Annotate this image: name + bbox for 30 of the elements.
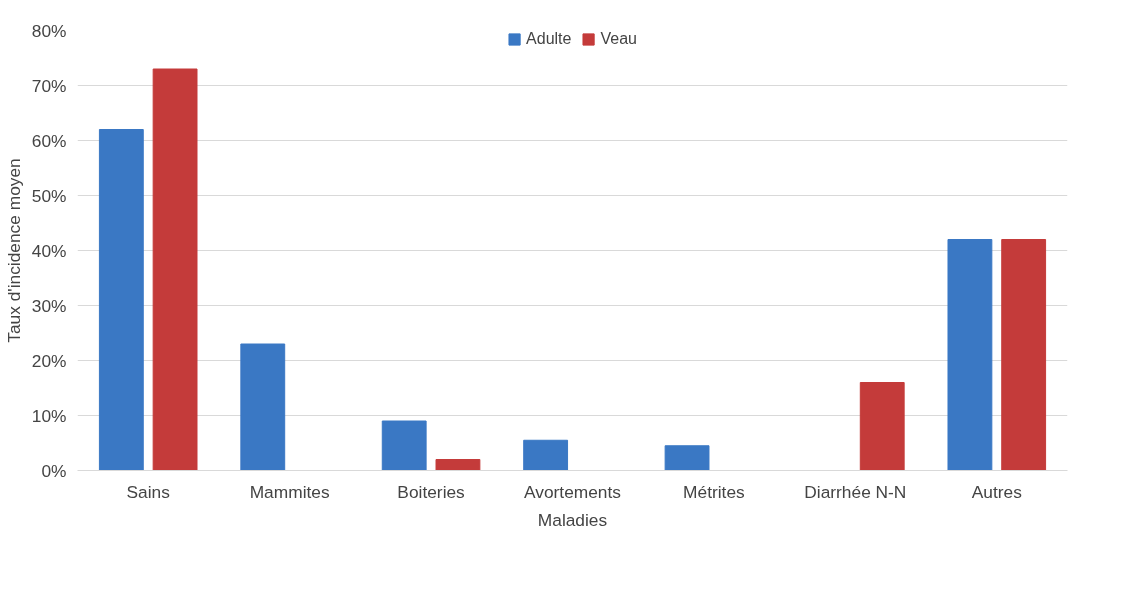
x-tick-label: Autres — [971, 481, 1023, 502]
y-tick-label: 30% — [31, 295, 67, 316]
bar — [381, 420, 427, 471]
bar — [152, 68, 198, 471]
x-tick-label: Boiteries — [397, 481, 466, 502]
x-tick-label: Mammites — [249, 481, 330, 502]
x-axis-title: Maladies — [537, 509, 608, 530]
y-axis-title: Taux d'incidence moyen — [3, 158, 24, 343]
x-tick-label: Métrites — [683, 481, 746, 502]
y-tick-label: 80% — [31, 20, 67, 41]
bar — [664, 445, 710, 471]
y-tick-label: 60% — [31, 130, 67, 151]
legend-label: Adulte — [526, 30, 572, 48]
x-tick-label: Avortements — [524, 481, 622, 502]
y-tick-label: 0% — [41, 460, 67, 481]
bar — [98, 129, 144, 471]
bar — [435, 459, 481, 471]
bar — [523, 439, 569, 471]
y-tick-label: 20% — [31, 350, 67, 371]
x-tick-label: Sains — [126, 481, 171, 502]
bar — [240, 343, 286, 471]
legend-label: Veau — [600, 30, 637, 48]
x-tick-label: Diarrhée N-N — [804, 481, 907, 502]
bar — [1001, 239, 1047, 471]
bar — [859, 382, 905, 471]
y-tick-label: 50% — [31, 185, 67, 206]
y-tick-label: 10% — [31, 405, 67, 426]
bar — [947, 239, 993, 471]
y-tick-label: 70% — [31, 75, 67, 96]
y-tick-label: 40% — [31, 240, 67, 261]
